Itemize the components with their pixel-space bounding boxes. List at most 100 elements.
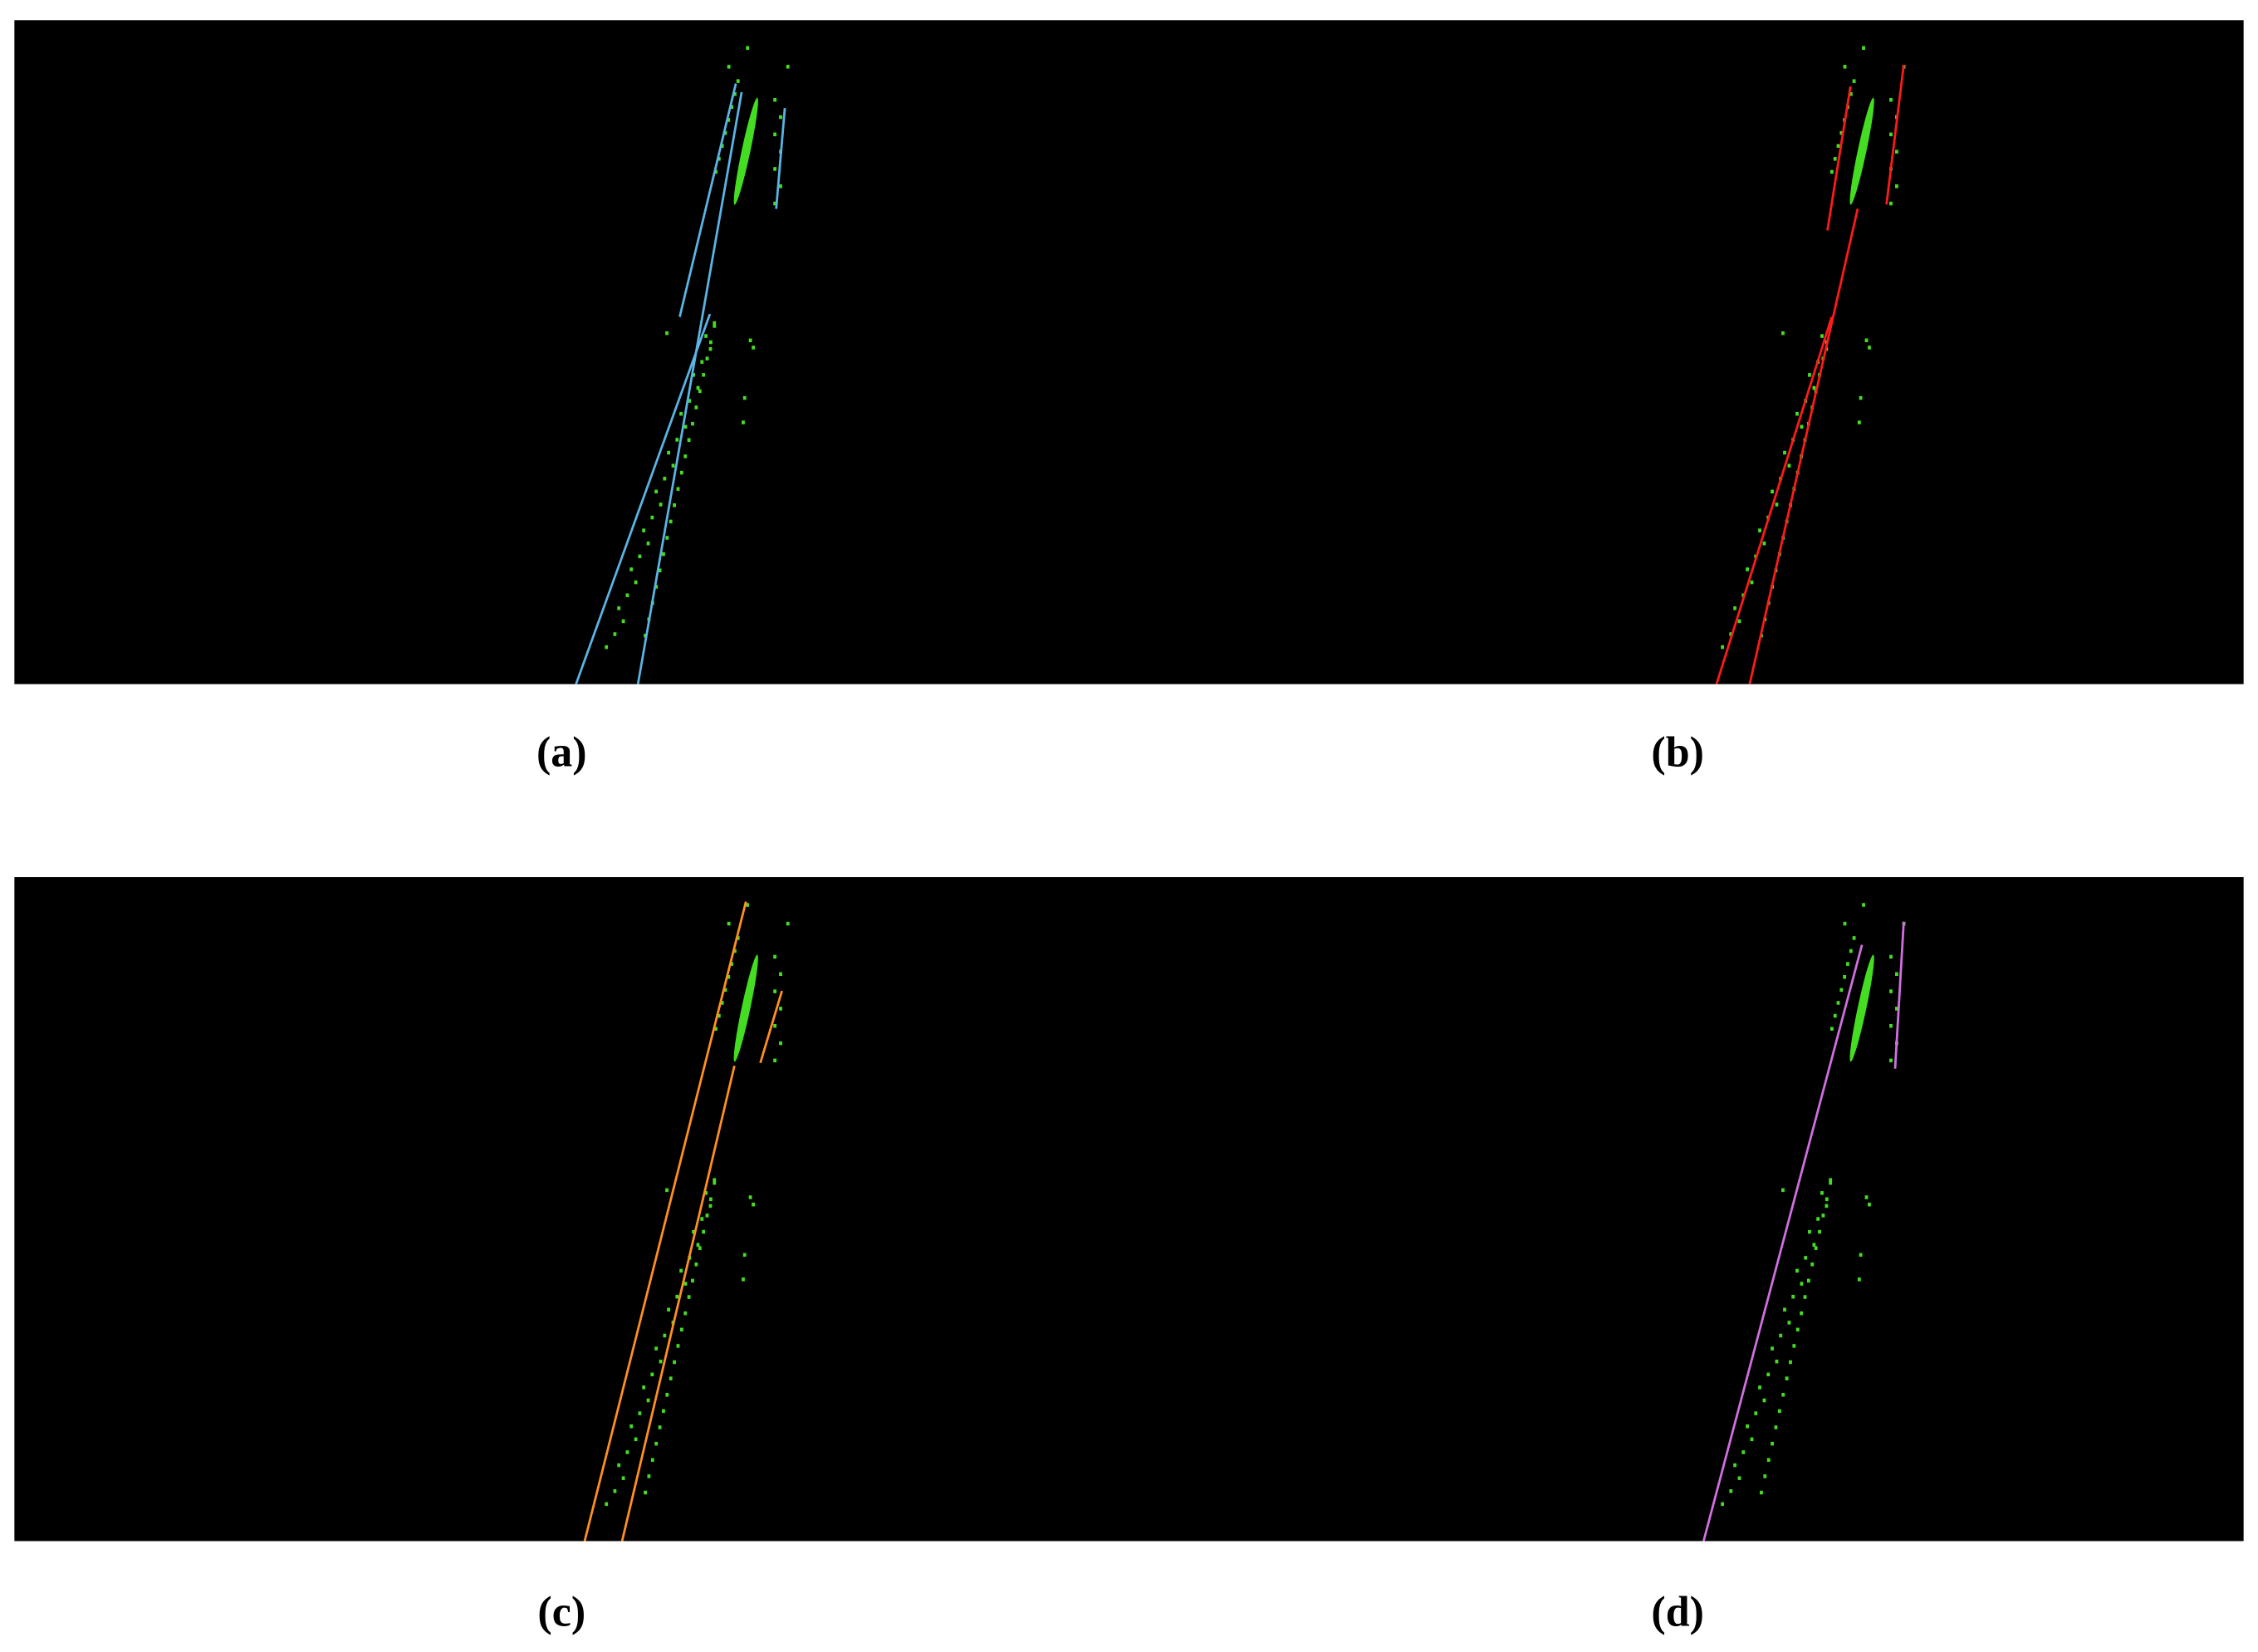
point [1721,645,1725,650]
point [708,1203,713,1208]
point [679,1327,683,1332]
point [1783,1307,1786,1312]
point [1814,1246,1818,1250]
point [742,420,745,424]
point [736,79,740,83]
point [1721,1502,1725,1507]
point [1808,373,1811,377]
point [673,1360,676,1365]
point [696,385,700,390]
point [1750,580,1754,585]
point [658,568,662,573]
point [713,1180,717,1185]
point [675,1294,679,1299]
point [696,1243,700,1248]
point [1781,331,1785,336]
point [786,65,790,69]
point [654,489,659,494]
point [613,1489,617,1493]
point [1777,1409,1781,1414]
point [665,331,669,336]
point [698,1246,702,1250]
point [625,1450,629,1454]
point [1791,1294,1795,1299]
point [714,169,718,174]
point [1771,489,1774,494]
point [1862,46,1865,51]
point [704,334,708,338]
point [714,1027,718,1031]
point [1833,157,1837,161]
point [1779,1333,1783,1338]
point [621,619,625,624]
point [694,1262,698,1267]
point [665,1393,669,1397]
point [1766,1458,1771,1463]
point [1839,130,1844,135]
point [1825,1203,1829,1208]
point [625,593,629,597]
point [1775,502,1779,507]
point [1859,395,1863,400]
point [723,130,727,135]
point [683,1311,688,1316]
point [748,1195,752,1199]
point [665,536,669,540]
point-cluster [1849,97,1874,205]
point [773,201,777,206]
point [1787,463,1791,468]
point [1836,144,1840,148]
point [613,632,617,636]
point [1771,1441,1774,1446]
point [1781,1188,1785,1193]
panel-label: (b) [1651,728,1704,776]
point [683,454,688,458]
point [679,470,683,475]
point [1812,385,1816,390]
point [717,1013,721,1018]
point [621,1476,625,1480]
point [691,421,694,426]
point [779,115,782,120]
point [1812,1243,1816,1248]
point [634,580,638,585]
point [1864,338,1869,343]
point [1758,528,1761,532]
point [727,921,731,926]
point [669,1376,673,1380]
point [1895,150,1898,154]
point [1895,972,1898,977]
point [1800,1311,1804,1316]
point [708,1197,713,1202]
point [1829,1027,1834,1031]
point [650,1458,654,1463]
point [1771,1346,1774,1351]
fitted-lines-b [1715,64,1905,685]
point [1762,1398,1766,1403]
point [779,972,782,977]
point [717,157,721,161]
point [1746,1424,1749,1429]
point [727,65,731,69]
point [605,1502,609,1507]
point [617,606,621,610]
point [730,105,733,110]
point [720,1001,724,1005]
point [1895,184,1898,189]
point [1754,1411,1758,1415]
point [667,1307,671,1312]
point [1889,97,1893,102]
point [700,1217,704,1221]
point [1821,1213,1825,1218]
point [634,1437,638,1442]
point [1760,1490,1763,1495]
point [683,1282,688,1286]
point [617,1463,621,1468]
point [1843,65,1847,69]
point [742,395,747,400]
point [1825,1197,1829,1202]
point [654,1441,659,1446]
point [667,450,671,455]
point [659,502,663,507]
point [683,424,688,429]
